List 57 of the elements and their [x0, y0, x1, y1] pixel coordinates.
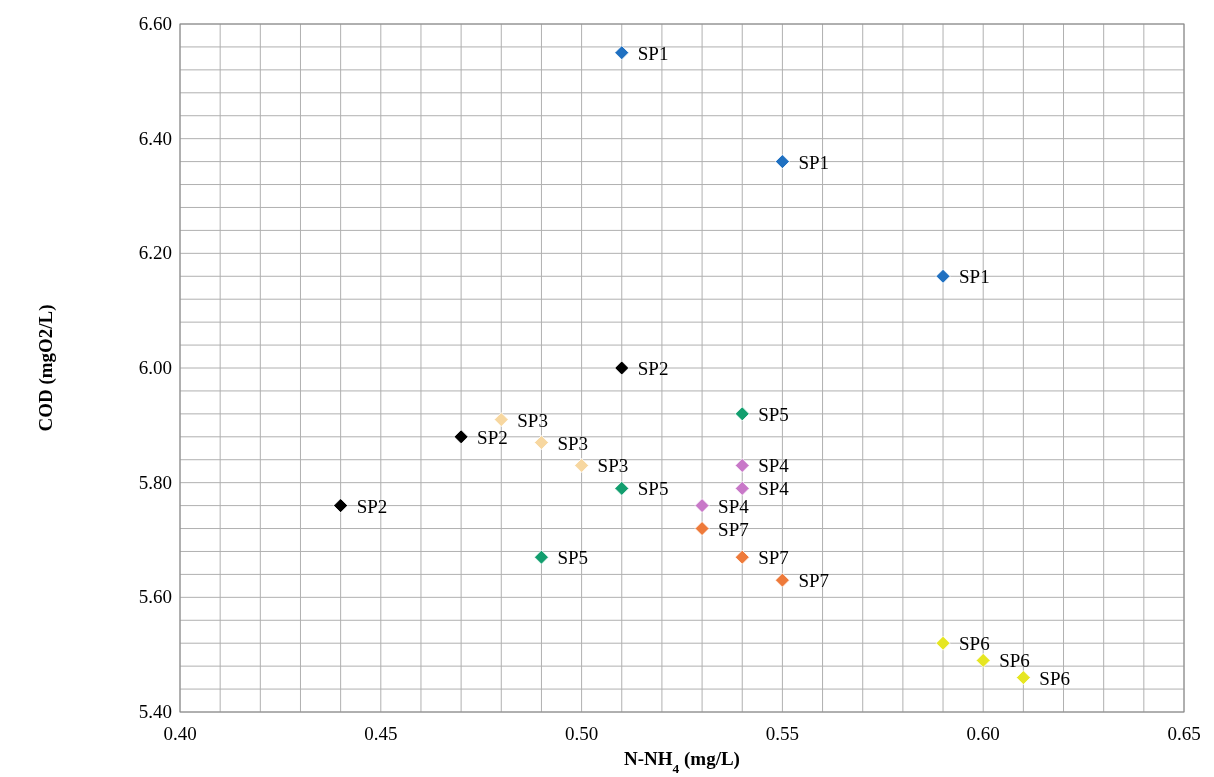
x-tick-label: 0.50: [564, 723, 599, 744]
point: [734, 458, 750, 473]
point: [734, 481, 750, 496]
point: [534, 435, 549, 450]
text: SP4: [758, 478, 789, 500]
y-tick-label: 6.20: [138, 242, 172, 264]
point: [574, 458, 589, 473]
point: [935, 635, 951, 651]
point: [493, 412, 509, 427]
point: [333, 498, 349, 513]
text: SP2: [477, 426, 508, 448]
series-label: SP7: [758, 547, 789, 569]
point: [614, 360, 630, 376]
series-label: SP3: [517, 409, 548, 431]
point: [775, 154, 790, 169]
text: SP3: [597, 455, 629, 477]
point: [694, 498, 710, 513]
x-tick-label: 0.45: [364, 723, 398, 744]
text: SP5: [637, 478, 669, 500]
point: [534, 549, 549, 565]
x-tick-label: 0.55: [765, 723, 800, 744]
point: [453, 429, 469, 445]
point: [734, 406, 750, 422]
text: SP4: [758, 455, 789, 477]
text: SP7: [798, 570, 830, 592]
series-label: SP5: [758, 403, 789, 425]
series-label: SP6: [959, 633, 990, 655]
series-label: SP1: [637, 42, 669, 64]
series-label: SP2: [637, 358, 669, 379]
point: [975, 653, 991, 668]
point: [694, 521, 710, 536]
y-tick-label: 6.00: [138, 357, 172, 378]
point: [734, 549, 750, 565]
point: [775, 572, 790, 588]
x-tick-label: 0.40: [163, 723, 197, 744]
text: SP1: [959, 266, 990, 288]
text: SP5: [557, 547, 589, 569]
y-tick-label: 6.40: [138, 127, 172, 149]
text: SP2: [356, 495, 388, 517]
x-axis-title: N-NH$_{4}$ (mg/L): [624, 748, 740, 776]
text: SP3: [557, 432, 589, 454]
text: SP1: [798, 151, 830, 173]
y-tick-label: 5.60: [138, 586, 172, 608]
x-tick-label: 0.65: [1167, 723, 1201, 744]
point: [935, 268, 951, 284]
y-axis-title: COD (mgO2/L): [35, 304, 57, 432]
point: [614, 481, 630, 496]
series-label: SP4: [718, 495, 750, 517]
text: SP7: [718, 518, 749, 540]
y-tick-label: 6.60: [138, 13, 172, 34]
y-tick-label: 5.80: [138, 471, 172, 493]
point: [614, 45, 630, 61]
text: SP6: [1039, 667, 1070, 689]
x-tick-label: 0.60: [966, 723, 1000, 744]
text: SP6: [999, 650, 1030, 672]
y-tick-label: 5.40: [138, 701, 172, 722]
point: [1015, 670, 1031, 685]
